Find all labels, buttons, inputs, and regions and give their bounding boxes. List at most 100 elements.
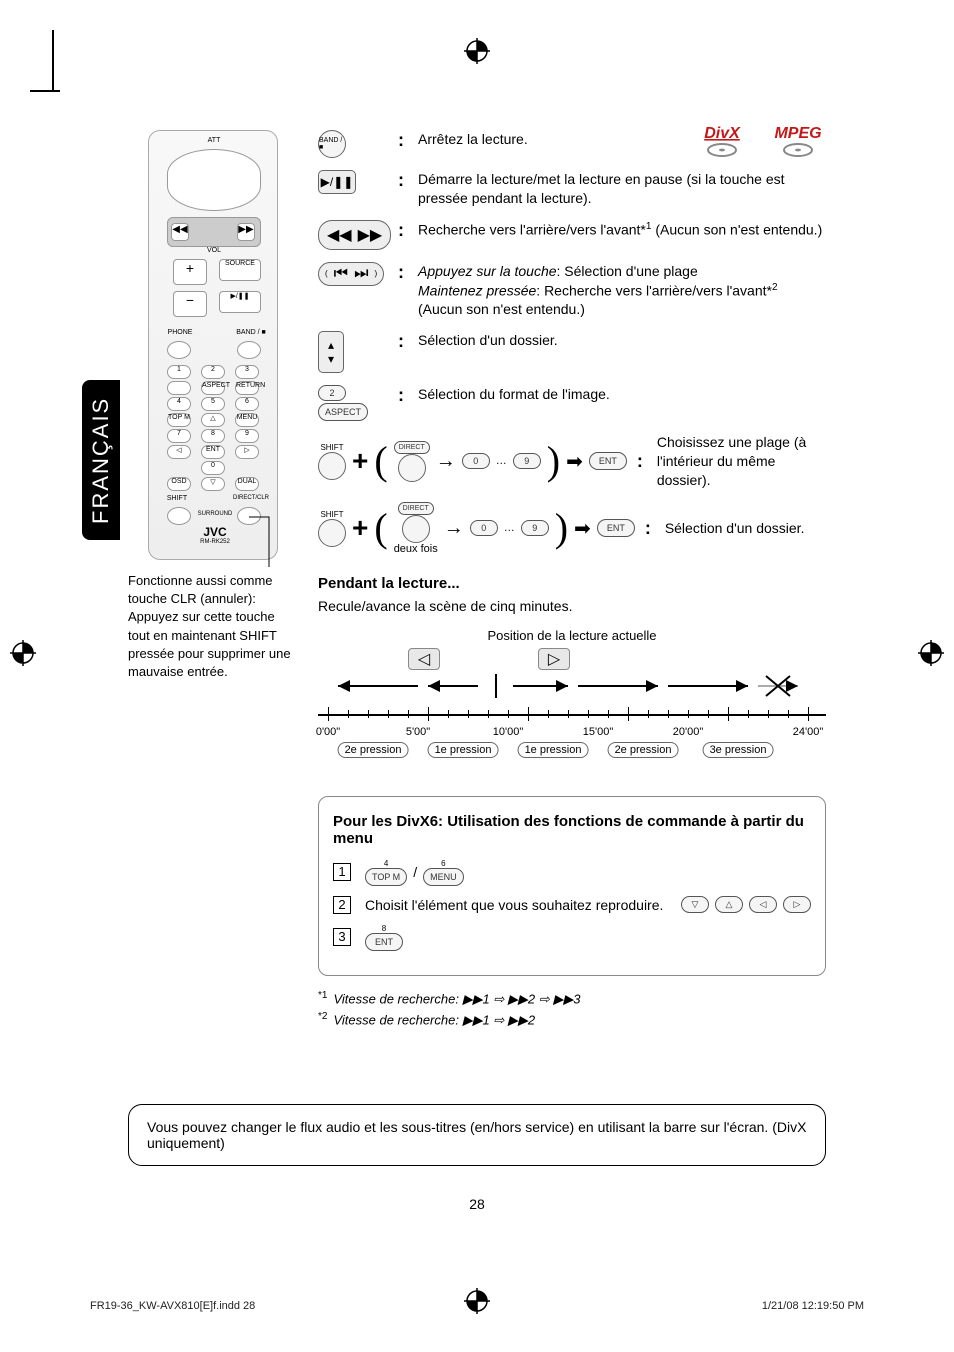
num0-button: 0 [470,520,498,536]
row-playpause: ▶/❚❚ : Démarre la lecture/met la lecture… [318,170,826,208]
prevnext-desc: Appuyez sur la touche: Sélection d'une p… [418,262,826,319]
folder-desc: Sélection d'un dossier. [418,331,826,350]
remote-phone-label: PHONE [165,329,195,336]
remote-model: RM-RK252 [197,539,233,545]
clr-note: Fonctionne aussi comme touche CLR (annul… [128,572,298,681]
num2-icon: 2 [318,385,346,401]
shift-button [318,452,346,480]
arrow-right-icon: → [444,517,464,540]
plus-icon: + [352,445,368,477]
direct-button: DIRECT [394,441,430,454]
step-1-num: 1 [333,863,351,881]
band-stop-button: BAND / ■ [318,130,346,158]
timeline-press: 1e pression [518,742,589,758]
aspect-button: ASPECT [318,403,368,421]
menu-step-1: 1 4TOP M / 6MENU [333,859,811,886]
playback-subtitle: Recule/avance la scène de cinq minutes. [318,598,826,614]
arrow-right-icon: ➡ [574,516,591,541]
remote-source-button: SOURCE [219,259,261,281]
bottom-note: Vous pouvez changer le flux audio et les… [128,1104,826,1166]
shift-direct-combo: SHIFT + ( DIRECT → 0 … 9 ) ➡ ENT [318,441,627,482]
registration-mark-icon [918,640,944,666]
ent-button: ENT [589,452,627,470]
step2-text: Choisit l'élément que vous souhaitez rep… [365,897,663,913]
topm-button: TOP M [365,868,407,886]
pointer-line [249,507,297,577]
menu-step-3: 3 8ENT [333,924,811,951]
footer-date: 1/21/08 12:19:50 PM [762,1300,864,1312]
up-button: △ [715,896,743,913]
row-folder: ▴ ▾ : Sélection d'un dossier. [318,331,826,373]
row-prevnext: ( ⏮ ⏭ ) : Appuyez sur la touche: Sélecti… [318,262,826,319]
timeline-press: 2e pression [608,742,679,758]
timeline-press: 3e pression [703,742,774,758]
remote-vol-label: VOL [197,247,231,254]
prev-next-buttons: ( ⏮ ⏭ ) [318,262,384,286]
timeline-arrows [318,674,826,714]
crop-mark [52,30,54,90]
folder-updown-button: ▴ ▾ [318,331,344,373]
next-icon: ⏭ [354,265,368,283]
down-button: ▽ [681,896,709,913]
row-track-select: SHIFT + ( DIRECT → 0 … 9 ) ➡ ENT : Chois… [318,433,826,490]
footnotes: *1Vitesse de recherche: ▶▶1 ⇨ ▶▶2 ⇨ ▶▶3 … [318,990,826,1029]
page-number: 28 [128,1196,826,1212]
playpause-button: ▶/❚❚ [318,170,356,194]
num0-button: 0 [462,453,490,469]
position-label: Position de la lecture actuelle [318,628,826,643]
right-button: ▷ [783,896,811,913]
timeline-time: 15'00" [583,726,613,738]
timeline-axis [318,714,826,716]
down-icon: ▾ [328,352,334,366]
remote-band-label: BAND / ■ [231,329,271,336]
arrow-right-icon: → [436,450,456,473]
svg-text:DivX: DivX [704,125,741,142]
left-nav-button: ◁ [408,648,440,670]
up-icon: ▴ [328,338,334,352]
divx-badge: DivX [694,124,750,160]
left-column: ATT ◀◀ ▶▶ VOL + − SOURCE ▶/❚❚ PHONE BAND… [128,130,298,681]
remote-brand: JVC [197,525,233,539]
svg-text:MPEG: MPEG [774,125,821,142]
row-folder-select: SHIFT + ( DIRECT deux fois → 0 … 9 ) ➡ E… [318,502,826,555]
remote-illustration: ATT ◀◀ ▶▶ VOL + − SOURCE ▶/❚❚ PHONE BAND… [148,130,278,560]
remote-att-label: ATT [199,137,229,147]
crop-mark [30,90,60,92]
divx6-menu-box: Pour les DivX6: Utilisation des fonction… [318,796,826,976]
direct-button: DIRECT [398,502,434,515]
row-search: ◀◀ ▶▶ : Recherche vers l'arrière/vers l'… [318,220,826,250]
twice-label: deux fois [394,543,438,555]
timeline-time: 0'00" [316,726,340,738]
timeline-time: 10'00" [493,726,523,738]
footnote-2: Vitesse de recherche: ▶▶1 ⇨ ▶▶2 [333,1012,535,1027]
step-2-num: 2 [333,896,351,914]
plus-icon: + [352,512,368,544]
footer-file: FR19-36_KW-AVX810[E]f.indd 28 [90,1300,255,1312]
num9-button: 9 [513,453,541,469]
prev-icon: ⏮ [334,265,348,283]
ffwd-icon: ▶▶ [358,225,383,245]
playback-title: Pendant la lecture... [318,575,826,592]
track-select-desc: Choisissez une plage (à l'intérieur du m… [657,433,807,490]
rewind-icon: ◀◀ [327,225,352,245]
timeline-press: 2e pression [338,742,409,758]
arrow-right-icon: ➡ [566,449,583,474]
right-column: DivX MPEG BAND / ■ : Arrêtez la lecture.… [318,130,826,1032]
menu-button: MENU [423,868,464,886]
row-aspect: 2 ASPECT : Sélection du format de l'imag… [318,385,826,421]
playpause-desc: Démarre la lecture/met la lecture en pau… [418,170,826,208]
registration-mark-icon [10,640,36,666]
search-desc: Recherche vers l'arrière/vers l'avant*1 … [418,220,826,240]
step-3-num: 3 [333,928,351,946]
folder-select-desc: Sélection d'un dossier. [665,519,826,538]
remote-playpause-button: ▶/❚❚ [219,291,261,313]
timeline-time: 5'00" [406,726,430,738]
footnote-1: Vitesse de recherche: ▶▶1 ⇨ ▶▶2 ⇨ ▶▶3 [333,991,580,1006]
mpeg-badge: MPEG [770,124,826,160]
num9-button: 9 [521,520,549,536]
footer: FR19-36_KW-AVX810[E]f.indd 28 1/21/08 12… [90,1300,864,1312]
aspect-desc: Sélection du format de l'image. [418,385,826,404]
menu-title: Pour les DivX6: Utilisation des fonction… [333,813,811,847]
right-nav-button: ▷ [538,648,570,670]
registration-mark-icon [464,38,490,64]
